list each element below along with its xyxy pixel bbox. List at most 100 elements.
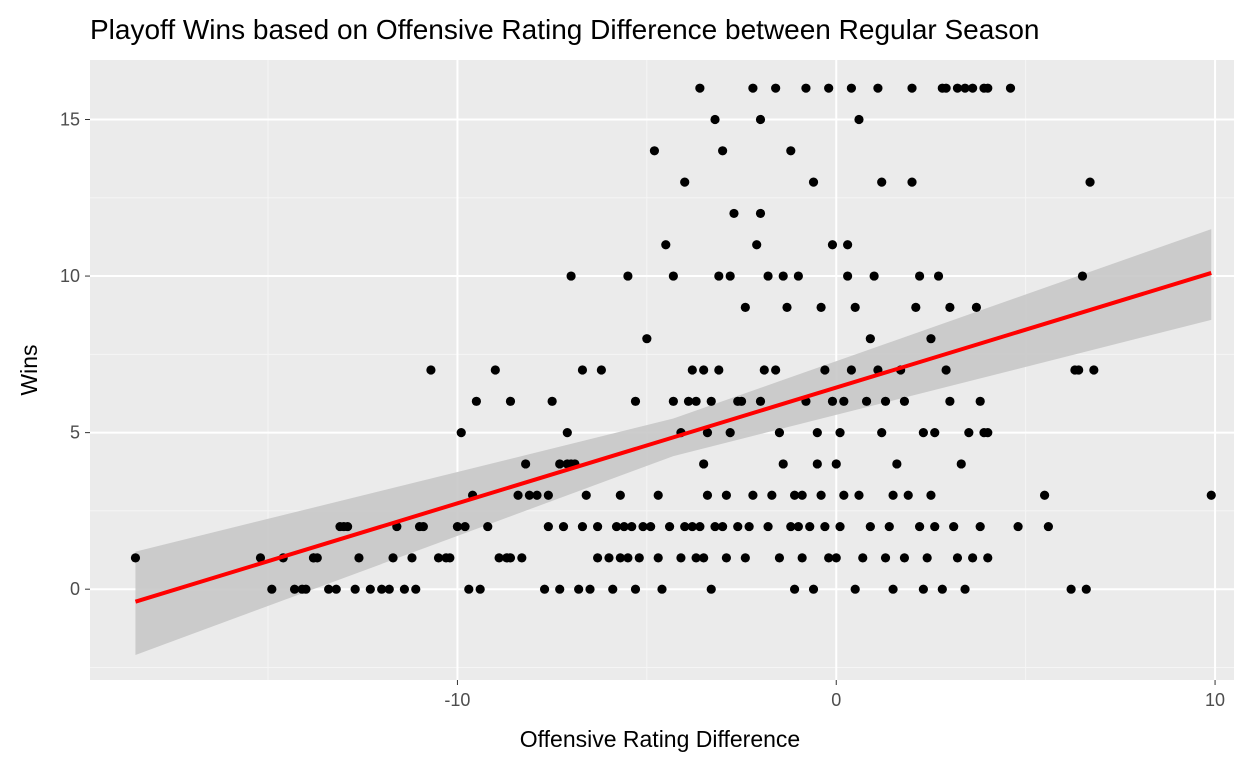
data-point bbox=[699, 459, 709, 469]
data-point bbox=[782, 302, 792, 312]
data-point bbox=[683, 396, 694, 406]
data-point bbox=[593, 553, 603, 563]
data-point bbox=[1081, 584, 1091, 594]
data-point bbox=[888, 490, 898, 500]
data-point bbox=[831, 553, 841, 563]
data-point bbox=[827, 396, 838, 406]
data-point bbox=[945, 302, 955, 312]
data-point bbox=[952, 83, 963, 93]
data-point bbox=[267, 584, 277, 594]
data-point bbox=[505, 396, 516, 406]
data-point bbox=[350, 584, 360, 594]
data-point bbox=[1013, 521, 1023, 532]
data-point bbox=[615, 553, 625, 563]
data-point bbox=[914, 521, 925, 532]
data-point bbox=[911, 302, 921, 312]
data-point bbox=[608, 584, 618, 594]
data-point bbox=[1089, 365, 1099, 375]
data-point bbox=[687, 365, 697, 375]
data-point bbox=[971, 302, 982, 312]
data-point bbox=[805, 521, 815, 532]
data-point bbox=[657, 584, 667, 594]
data-point bbox=[850, 584, 860, 594]
data-point bbox=[880, 396, 891, 406]
data-point bbox=[399, 584, 410, 594]
data-point bbox=[517, 553, 527, 563]
data-point bbox=[854, 490, 864, 500]
data-point bbox=[638, 521, 648, 532]
data-point bbox=[695, 83, 705, 93]
data-point bbox=[539, 584, 550, 594]
data-point bbox=[960, 584, 970, 594]
data-point bbox=[695, 521, 705, 532]
data-point bbox=[748, 490, 758, 500]
data-point bbox=[653, 553, 663, 563]
y-tick-label: 10 bbox=[60, 266, 80, 286]
data-point bbox=[289, 584, 300, 594]
data-point bbox=[755, 208, 766, 219]
data-point bbox=[789, 490, 800, 500]
data-point bbox=[445, 553, 455, 563]
data-point bbox=[793, 271, 803, 281]
data-point bbox=[699, 365, 709, 375]
data-point bbox=[505, 553, 516, 563]
data-point bbox=[365, 584, 375, 594]
data-point bbox=[475, 584, 485, 594]
regression-line bbox=[134, 271, 1212, 604]
data-point bbox=[630, 396, 641, 406]
data-point bbox=[354, 553, 364, 563]
data-point bbox=[384, 584, 394, 594]
data-point bbox=[752, 240, 762, 250]
data-point bbox=[1206, 490, 1216, 500]
data-point bbox=[611, 521, 622, 532]
y-tick-label: 0 bbox=[70, 579, 80, 599]
data-point bbox=[949, 521, 959, 532]
data-point bbox=[827, 240, 838, 250]
data-point bbox=[945, 396, 955, 406]
data-point bbox=[808, 584, 819, 594]
x-axis-title: Offensive Rating Difference bbox=[520, 726, 800, 752]
data-point bbox=[846, 365, 857, 375]
data-point bbox=[702, 490, 713, 500]
data-point bbox=[767, 490, 777, 500]
data-point bbox=[301, 584, 311, 594]
data-point bbox=[907, 83, 917, 93]
data-point bbox=[914, 271, 925, 281]
data-point bbox=[706, 584, 716, 594]
data-point bbox=[869, 271, 879, 281]
data-point bbox=[676, 553, 686, 563]
data-point bbox=[593, 521, 603, 532]
data-point bbox=[547, 396, 557, 406]
data-point bbox=[680, 521, 690, 532]
data-point bbox=[975, 396, 985, 406]
chart-title: Playoff Wins based on Offensive Rating D… bbox=[90, 14, 1040, 45]
data-point bbox=[755, 114, 766, 125]
data-point bbox=[918, 428, 928, 438]
data-point bbox=[888, 584, 898, 594]
x-tick-label: -10 bbox=[444, 690, 470, 710]
data-point bbox=[922, 553, 932, 563]
data-point bbox=[824, 553, 834, 563]
data-point bbox=[653, 490, 663, 500]
data-point bbox=[759, 365, 769, 375]
data-point bbox=[331, 584, 341, 594]
x-tick-label: 0 bbox=[831, 690, 841, 710]
data-point bbox=[1039, 490, 1050, 500]
data-point bbox=[532, 490, 542, 500]
y-axis-title: Wins bbox=[16, 344, 42, 395]
data-point bbox=[619, 521, 629, 532]
data-point bbox=[975, 521, 985, 532]
data-point bbox=[562, 428, 572, 438]
data-point bbox=[729, 208, 739, 219]
data-point bbox=[865, 334, 875, 344]
data-point bbox=[543, 490, 553, 500]
data-point bbox=[763, 521, 773, 532]
data-point bbox=[793, 521, 803, 532]
data-point bbox=[774, 428, 785, 438]
data-point bbox=[937, 584, 947, 594]
data-point bbox=[933, 271, 944, 281]
data-point bbox=[926, 490, 936, 500]
data-point bbox=[964, 428, 974, 438]
data-point bbox=[983, 428, 993, 438]
